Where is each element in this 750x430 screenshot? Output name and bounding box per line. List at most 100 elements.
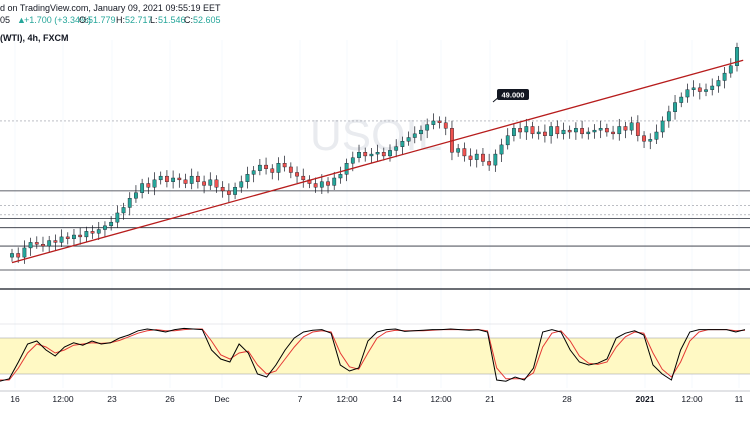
candle[interactable] [536,131,541,135]
candle[interactable] [524,126,529,133]
candle[interactable] [41,244,45,247]
trendline[interactable] [11,59,744,264]
candle[interactable] [264,164,268,169]
candle[interactable] [388,150,392,157]
candle[interactable] [183,179,188,184]
candle[interactable] [598,128,603,131]
candle[interactable] [65,236,70,239]
candle[interactable] [468,155,473,160]
candle[interactable] [673,102,677,112]
candle[interactable] [22,247,27,258]
candle[interactable] [412,133,417,138]
candle[interactable] [189,175,194,184]
candle[interactable] [679,96,684,103]
candle[interactable] [425,124,430,131]
candle[interactable] [617,126,622,135]
candle[interactable] [499,144,504,155]
candle[interactable] [10,253,14,258]
candle[interactable] [549,126,553,136]
candle[interactable] [474,153,479,160]
candle[interactable] [16,253,21,258]
candle[interactable] [332,177,337,186]
candle[interactable] [363,152,368,157]
candle[interactable] [530,126,535,135]
candle[interactable] [121,207,126,214]
candle[interactable] [580,128,584,135]
candle[interactable] [72,234,76,239]
candle[interactable] [685,89,690,98]
candle[interactable] [728,65,733,74]
candle[interactable] [338,174,343,179]
candle[interactable] [666,111,671,122]
candle[interactable] [301,175,306,181]
candle[interactable] [109,221,114,227]
candle[interactable] [288,166,293,173]
candle[interactable] [586,131,591,135]
candle[interactable] [276,163,281,173]
candle[interactable] [115,212,120,223]
candle[interactable] [592,129,597,133]
candle[interactable] [493,153,498,166]
candle[interactable] [437,120,442,123]
candle[interactable] [152,179,157,188]
candle[interactable] [208,179,213,186]
candle[interactable] [251,170,256,175]
candle[interactable] [369,153,374,157]
candle[interactable] [295,172,299,177]
candle[interactable] [381,152,386,157]
candle[interactable] [604,128,609,133]
candle[interactable] [270,168,275,173]
candle[interactable] [462,148,467,157]
candle[interactable] [282,163,287,168]
candle[interactable] [245,174,250,182]
candle[interactable] [350,157,355,164]
candle[interactable] [710,85,715,90]
candle[interactable] [233,186,237,195]
candle[interactable] [171,177,176,182]
candle[interactable] [648,139,653,142]
candle[interactable] [716,80,721,87]
candle[interactable] [375,152,380,155]
candle[interactable] [28,242,33,249]
candle[interactable] [691,87,696,90]
candle[interactable] [573,128,578,133]
candle[interactable] [487,161,492,166]
candle[interactable] [567,129,572,133]
candle[interactable] [635,122,640,136]
candle[interactable] [319,181,324,188]
candle[interactable] [127,198,132,208]
candle[interactable] [214,179,219,188]
candle[interactable] [555,126,560,135]
candle[interactable] [406,137,411,142]
candle[interactable] [146,183,151,188]
candle[interactable] [561,129,566,135]
candle[interactable] [96,229,101,234]
candle[interactable] [394,146,399,151]
candle[interactable] [165,175,169,182]
candle[interactable] [456,148,461,153]
candle[interactable] [722,72,727,81]
candle[interactable] [518,128,523,133]
candle[interactable] [158,175,163,181]
candle[interactable] [53,240,58,243]
candle[interactable] [505,135,510,146]
candle[interactable] [419,129,423,135]
candle[interactable] [400,140,405,147]
candle[interactable] [239,181,244,188]
candle[interactable] [177,177,182,181]
candle[interactable] [481,153,485,162]
candle[interactable] [134,192,138,199]
candle[interactable] [629,122,634,131]
candle[interactable] [140,183,145,193]
candle[interactable] [257,164,262,171]
candle[interactable] [543,131,547,136]
candle[interactable] [611,131,615,135]
candle[interactable] [90,231,95,234]
candle[interactable] [642,135,646,142]
candle[interactable] [623,126,628,131]
candle[interactable] [704,89,708,92]
candle[interactable] [103,225,107,230]
candle[interactable] [697,87,702,92]
candle[interactable] [313,183,318,188]
